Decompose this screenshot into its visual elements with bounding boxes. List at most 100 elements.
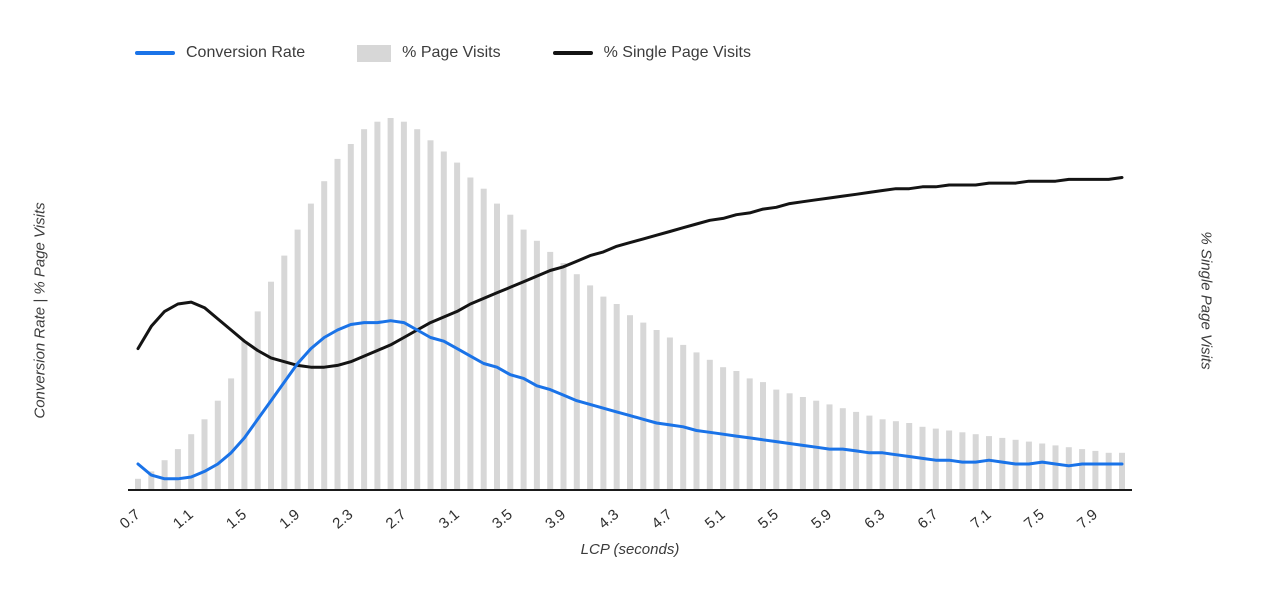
histogram-bar — [640, 322, 647, 490]
histogram-bar — [334, 158, 341, 490]
histogram-bar — [268, 281, 274, 490]
histogram-bar — [214, 400, 221, 490]
histogram-bar — [161, 460, 168, 490]
conversion-rate-line — [136, 319, 1124, 481]
page-visits-bar-swatch — [357, 44, 392, 62]
x-tick-label: 3.1 — [436, 506, 463, 532]
histogram-bar — [427, 140, 434, 491]
histogram-bar — [1039, 443, 1046, 490]
page-visits-bars — [135, 118, 1125, 491]
histogram-bar — [627, 315, 633, 490]
histogram-bar — [135, 478, 141, 490]
histogram-bar — [1052, 445, 1059, 490]
histogram-bar — [188, 434, 195, 490]
legend-item-single-page-visits: % Single Page Visits — [552, 44, 751, 62]
histogram-bar — [480, 188, 487, 490]
legend-label-page-visits: % Page Visits — [402, 44, 501, 61]
legend-item-conversion-rate: Conversion Rate — [135, 44, 305, 62]
single-page-visits-line — [136, 176, 1124, 369]
x-axis-title: LCP (seconds) — [580, 541, 680, 558]
histogram-bar — [986, 436, 992, 490]
histogram-bar — [666, 337, 673, 490]
x-tick-label: 4.3 — [595, 506, 622, 532]
histogram-bar — [254, 311, 261, 490]
histogram-bar — [760, 382, 766, 490]
legend-label-single-page-visits: % Single Page Visits — [603, 44, 751, 61]
histogram-bar — [720, 367, 727, 490]
histogram-bar — [374, 121, 381, 490]
right-axis-title-box: % Single Page Visits — [1184, 150, 1228, 450]
histogram-bar — [347, 144, 354, 490]
histogram-bar — [321, 181, 328, 490]
histogram-bar — [1025, 441, 1032, 490]
histogram-bar — [241, 341, 248, 490]
chart-legend: Conversion Rate % Page Visits % Single P… — [135, 44, 751, 62]
x-tick-label: 0.7 — [117, 506, 144, 532]
x-tick-label: 5.1 — [702, 506, 729, 532]
conversion-rate-line-swatch — [135, 51, 175, 55]
x-tick-label: 7.5 — [1021, 506, 1048, 532]
histogram-bar — [294, 229, 301, 490]
histogram-bar — [733, 371, 740, 490]
histogram-bar — [454, 162, 461, 490]
histogram-bar — [520, 229, 527, 490]
histogram-bar — [560, 263, 567, 490]
histogram-bar — [587, 285, 594, 490]
histogram-bar — [613, 304, 620, 490]
histogram-bar — [693, 352, 700, 490]
histogram-bar — [879, 419, 886, 490]
histogram-bar — [494, 203, 500, 490]
single-page-visits-line-swatch — [552, 51, 593, 55]
histogram-bar — [533, 240, 540, 490]
histogram-bar — [799, 397, 806, 490]
x-tick-label: 3.9 — [542, 506, 569, 532]
histogram-bar — [201, 419, 208, 490]
histogram-bar — [1119, 452, 1125, 490]
histogram-bar — [440, 151, 447, 490]
right-axis-title: % Single Page Visits — [1197, 230, 1215, 370]
x-tick-label: 3.5 — [489, 506, 516, 532]
histogram-bar — [148, 471, 155, 490]
histogram-bar — [507, 214, 514, 490]
histogram-bar — [400, 121, 407, 490]
x-tick-label: 4.7 — [649, 506, 676, 532]
x-tick-label: 6.3 — [861, 506, 888, 532]
x-tick-label: 1.5 — [223, 506, 250, 532]
left-axis-title-box: Conversion Rate | % Page Visits — [18, 140, 62, 480]
histogram-bar — [174, 449, 181, 490]
histogram-bar — [813, 400, 820, 490]
x-tick-label: 5.5 — [755, 506, 782, 532]
histogram-bar — [600, 296, 607, 490]
x-tick-label: 1.1 — [170, 506, 197, 532]
histogram-bar — [653, 330, 660, 490]
histogram-bar — [1092, 450, 1099, 490]
histogram-bar — [573, 274, 580, 490]
histogram-bar — [1065, 447, 1072, 490]
x-tick-label: 7.1 — [968, 506, 995, 532]
histogram-bar — [281, 255, 288, 490]
histogram-bar — [680, 344, 687, 490]
histogram-bar — [414, 129, 421, 490]
histogram-bar — [826, 404, 833, 490]
histogram-bar — [1079, 449, 1086, 490]
histogram-bar — [547, 251, 554, 490]
histogram-bar — [361, 129, 368, 490]
x-tick-label: 7.9 — [1074, 506, 1101, 532]
histogram-bar — [387, 118, 394, 490]
histogram-bar — [228, 378, 235, 490]
histogram-bar — [999, 437, 1006, 490]
left-axis-title: Conversion Rate | % Page Visits — [31, 201, 49, 419]
x-tick-label: 5.9 — [808, 506, 835, 532]
histogram-bar — [1105, 452, 1112, 490]
x-tick-label: 2.7 — [383, 506, 410, 532]
histogram-bar — [706, 359, 713, 490]
legend-label-conversion-rate: Conversion Rate — [186, 44, 306, 61]
histogram-bar — [773, 389, 780, 490]
histogram-bar — [467, 177, 474, 490]
x-tick-label: 6.7 — [915, 506, 942, 532]
x-tick-label: 2.3 — [329, 506, 356, 532]
histogram-bar — [746, 378, 753, 490]
histogram-bar — [786, 393, 793, 490]
